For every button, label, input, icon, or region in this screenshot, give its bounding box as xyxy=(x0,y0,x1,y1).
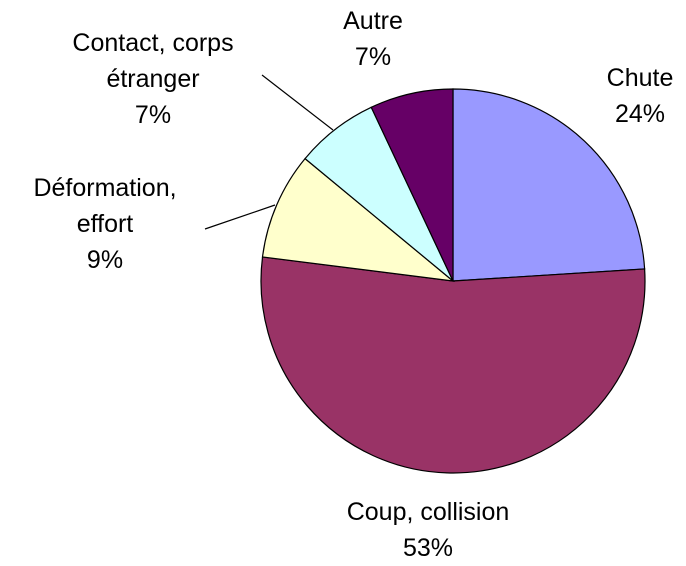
category-label: Autre xyxy=(343,7,403,35)
slice-label: Déformation, effort 9% xyxy=(5,170,205,278)
value-label: 53% xyxy=(402,534,454,562)
slice-label: Coup, collision 53% xyxy=(298,494,558,566)
pie-slice xyxy=(452,88,646,282)
slice-label: Contact, corps étranger 7% xyxy=(43,25,263,133)
value-label: 7% xyxy=(134,101,172,129)
slice-label: Autre 7% xyxy=(313,3,433,75)
pie-slice xyxy=(260,256,646,474)
leader-line xyxy=(204,204,276,230)
pie-slice xyxy=(370,88,454,282)
category-label: Contact, corps étranger xyxy=(72,29,234,93)
pie-slice xyxy=(261,157,455,282)
category-label: Déformation, effort xyxy=(33,174,177,238)
category-label: Chute xyxy=(606,64,674,92)
category-label: Coup, collision xyxy=(346,498,510,526)
value-label: 24% xyxy=(614,100,666,128)
slice-label: Chute 24% xyxy=(580,60,686,132)
value-label: 7% xyxy=(354,43,392,71)
value-label: 9% xyxy=(86,246,124,274)
leader-line xyxy=(261,74,334,131)
